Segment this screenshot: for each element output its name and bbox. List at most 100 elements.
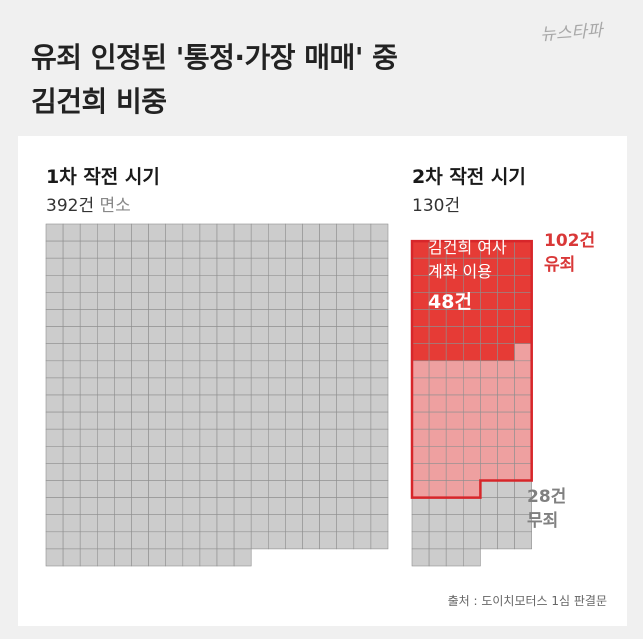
waffle-cell-panel1	[285, 463, 303, 481]
waffle-cell-panel1	[250, 394, 269, 413]
waffle-cell-kim-account	[445, 343, 464, 362]
waffle-cell-panel1	[268, 309, 286, 327]
waffle-cell-panel1	[233, 223, 252, 242]
waffle-cell-panel1	[233, 445, 252, 464]
waffle-cell-panel1	[199, 360, 218, 379]
waffle-cell-panel1	[79, 292, 98, 310]
waffle-cell-panel1	[353, 275, 372, 293]
waffle-cell-panel1	[233, 343, 252, 362]
waffle-cell-panel1	[353, 309, 372, 327]
waffle-cell-guilty	[411, 428, 430, 447]
waffle-cell-kim-account	[411, 309, 430, 327]
waffle-cell-guilty	[428, 377, 447, 396]
waffle-cell-guilty	[480, 445, 498, 464]
waffle-cell-panel1	[336, 428, 355, 447]
waffle-cell-panel1	[268, 326, 286, 345]
waffle-cell-panel1	[216, 257, 235, 276]
waffle-cell-panel1	[114, 360, 132, 379]
waffle-cell-panel1	[114, 343, 132, 362]
waffle-cell-panel1	[79, 377, 98, 396]
waffle-cell-panel1	[216, 480, 235, 498]
waffle-cell-panel1	[45, 240, 64, 259]
waffle-cell-guilty	[480, 411, 498, 430]
title-line-2: 김건희 비중	[31, 85, 167, 118]
waffle-cell-panel1	[148, 548, 167, 567]
waffle-cell-panel1	[302, 275, 320, 293]
waffle-cell-panel1	[233, 360, 252, 379]
waffle-cell-panel1	[97, 548, 115, 567]
waffle-cell-panel1	[148, 377, 167, 396]
waffle-cell-panel1	[97, 326, 115, 345]
waffle-cell-panel1	[131, 480, 149, 498]
waffle-cell-guilty	[411, 445, 430, 464]
waffle-cell-kim-account	[428, 326, 447, 345]
waffle-cell-panel1	[131, 497, 149, 516]
waffle-cell-panel1	[148, 428, 167, 447]
waffle-cell-panel1	[336, 531, 355, 550]
waffle-cell-panel1	[182, 360, 201, 379]
waffle-cell-panel1	[336, 514, 355, 533]
waffle-cell-panel1	[199, 531, 218, 550]
waffle-cell-panel1	[233, 240, 252, 259]
waffle-cell-panel1	[148, 394, 167, 413]
waffle-cell-panel1	[216, 309, 235, 327]
kim-label-line-2: 계좌 이용	[428, 262, 492, 281]
waffle-cell-not-guilty	[462, 497, 481, 516]
waffle-cell-not-guilty	[428, 531, 447, 550]
waffle-cell-kim-account	[411, 343, 430, 362]
waffle-cell-guilty	[428, 394, 447, 413]
waffle-cell-panel1	[148, 514, 167, 533]
waffle-cell-not-guilty	[428, 497, 447, 516]
guilty-label: 102건 유죄	[544, 229, 595, 277]
waffle-cell-panel1	[285, 480, 303, 498]
waffle-cell-panel1	[353, 445, 372, 464]
waffle-cell-guilty	[480, 377, 498, 396]
waffle-cell-panel1	[268, 275, 286, 293]
waffle-cell-guilty	[480, 360, 498, 379]
waffle-cell-panel1	[233, 480, 252, 498]
waffle-cell-panel1	[148, 257, 167, 276]
waffle-cell-panel1	[370, 343, 389, 362]
waffle-cell-panel1	[45, 292, 64, 310]
waffle-cell-panel1	[199, 548, 218, 567]
waffle-cell-panel1	[233, 497, 252, 516]
waffle-cell-panel1	[250, 292, 269, 310]
waffle-cell-panel1	[165, 394, 184, 413]
waffle-cell-guilty	[411, 394, 430, 413]
waffle-cell-panel1	[285, 531, 303, 550]
waffle-cell-not-guilty	[497, 531, 515, 550]
panel2-title: 2차 작전 시기	[412, 166, 526, 188]
waffle-cell-kim-account	[480, 343, 498, 362]
waffle-cell-panel1	[148, 411, 167, 430]
waffle-cell-panel1	[131, 240, 149, 259]
waffle-cell-panel1	[268, 394, 286, 413]
waffle-cell-not-guilty	[445, 497, 464, 516]
waffle-cell-panel1	[131, 514, 149, 533]
waffle-cell-guilty	[462, 480, 481, 498]
waffle-cell-panel1	[233, 411, 252, 430]
waffle-cell-panel1	[182, 480, 201, 498]
waffle-cell-panel1	[131, 326, 149, 345]
waffle-cell-kim-account	[445, 326, 464, 345]
waffle-cell-panel1	[45, 326, 64, 345]
waffle-cell-panel1	[165, 257, 184, 276]
waffle-cell-panel1	[131, 360, 149, 379]
waffle-cell-panel1	[302, 428, 320, 447]
waffle-cell-panel1	[285, 309, 303, 327]
panel1-count: 392건	[46, 196, 95, 216]
waffle-cell-guilty	[462, 377, 481, 396]
waffle-cell-not-guilty	[480, 531, 498, 550]
waffle-cell-kim-account	[514, 240, 533, 259]
waffle-cell-panel1	[370, 275, 389, 293]
waffle-cell-panel1	[79, 223, 98, 242]
waffle-cell-panel1	[353, 292, 372, 310]
waffle-cell-panel1	[182, 257, 201, 276]
waffle-cell-panel1	[45, 360, 64, 379]
waffle-cell-not-guilty	[411, 548, 430, 567]
waffle-cell-panel1	[302, 377, 320, 396]
waffle-cell-panel1	[353, 377, 372, 396]
waffle-cell-not-guilty	[480, 480, 498, 498]
waffle-cell-panel1	[233, 463, 252, 481]
waffle-cell-panel1	[199, 326, 218, 345]
waffle-cell-panel1	[165, 497, 184, 516]
